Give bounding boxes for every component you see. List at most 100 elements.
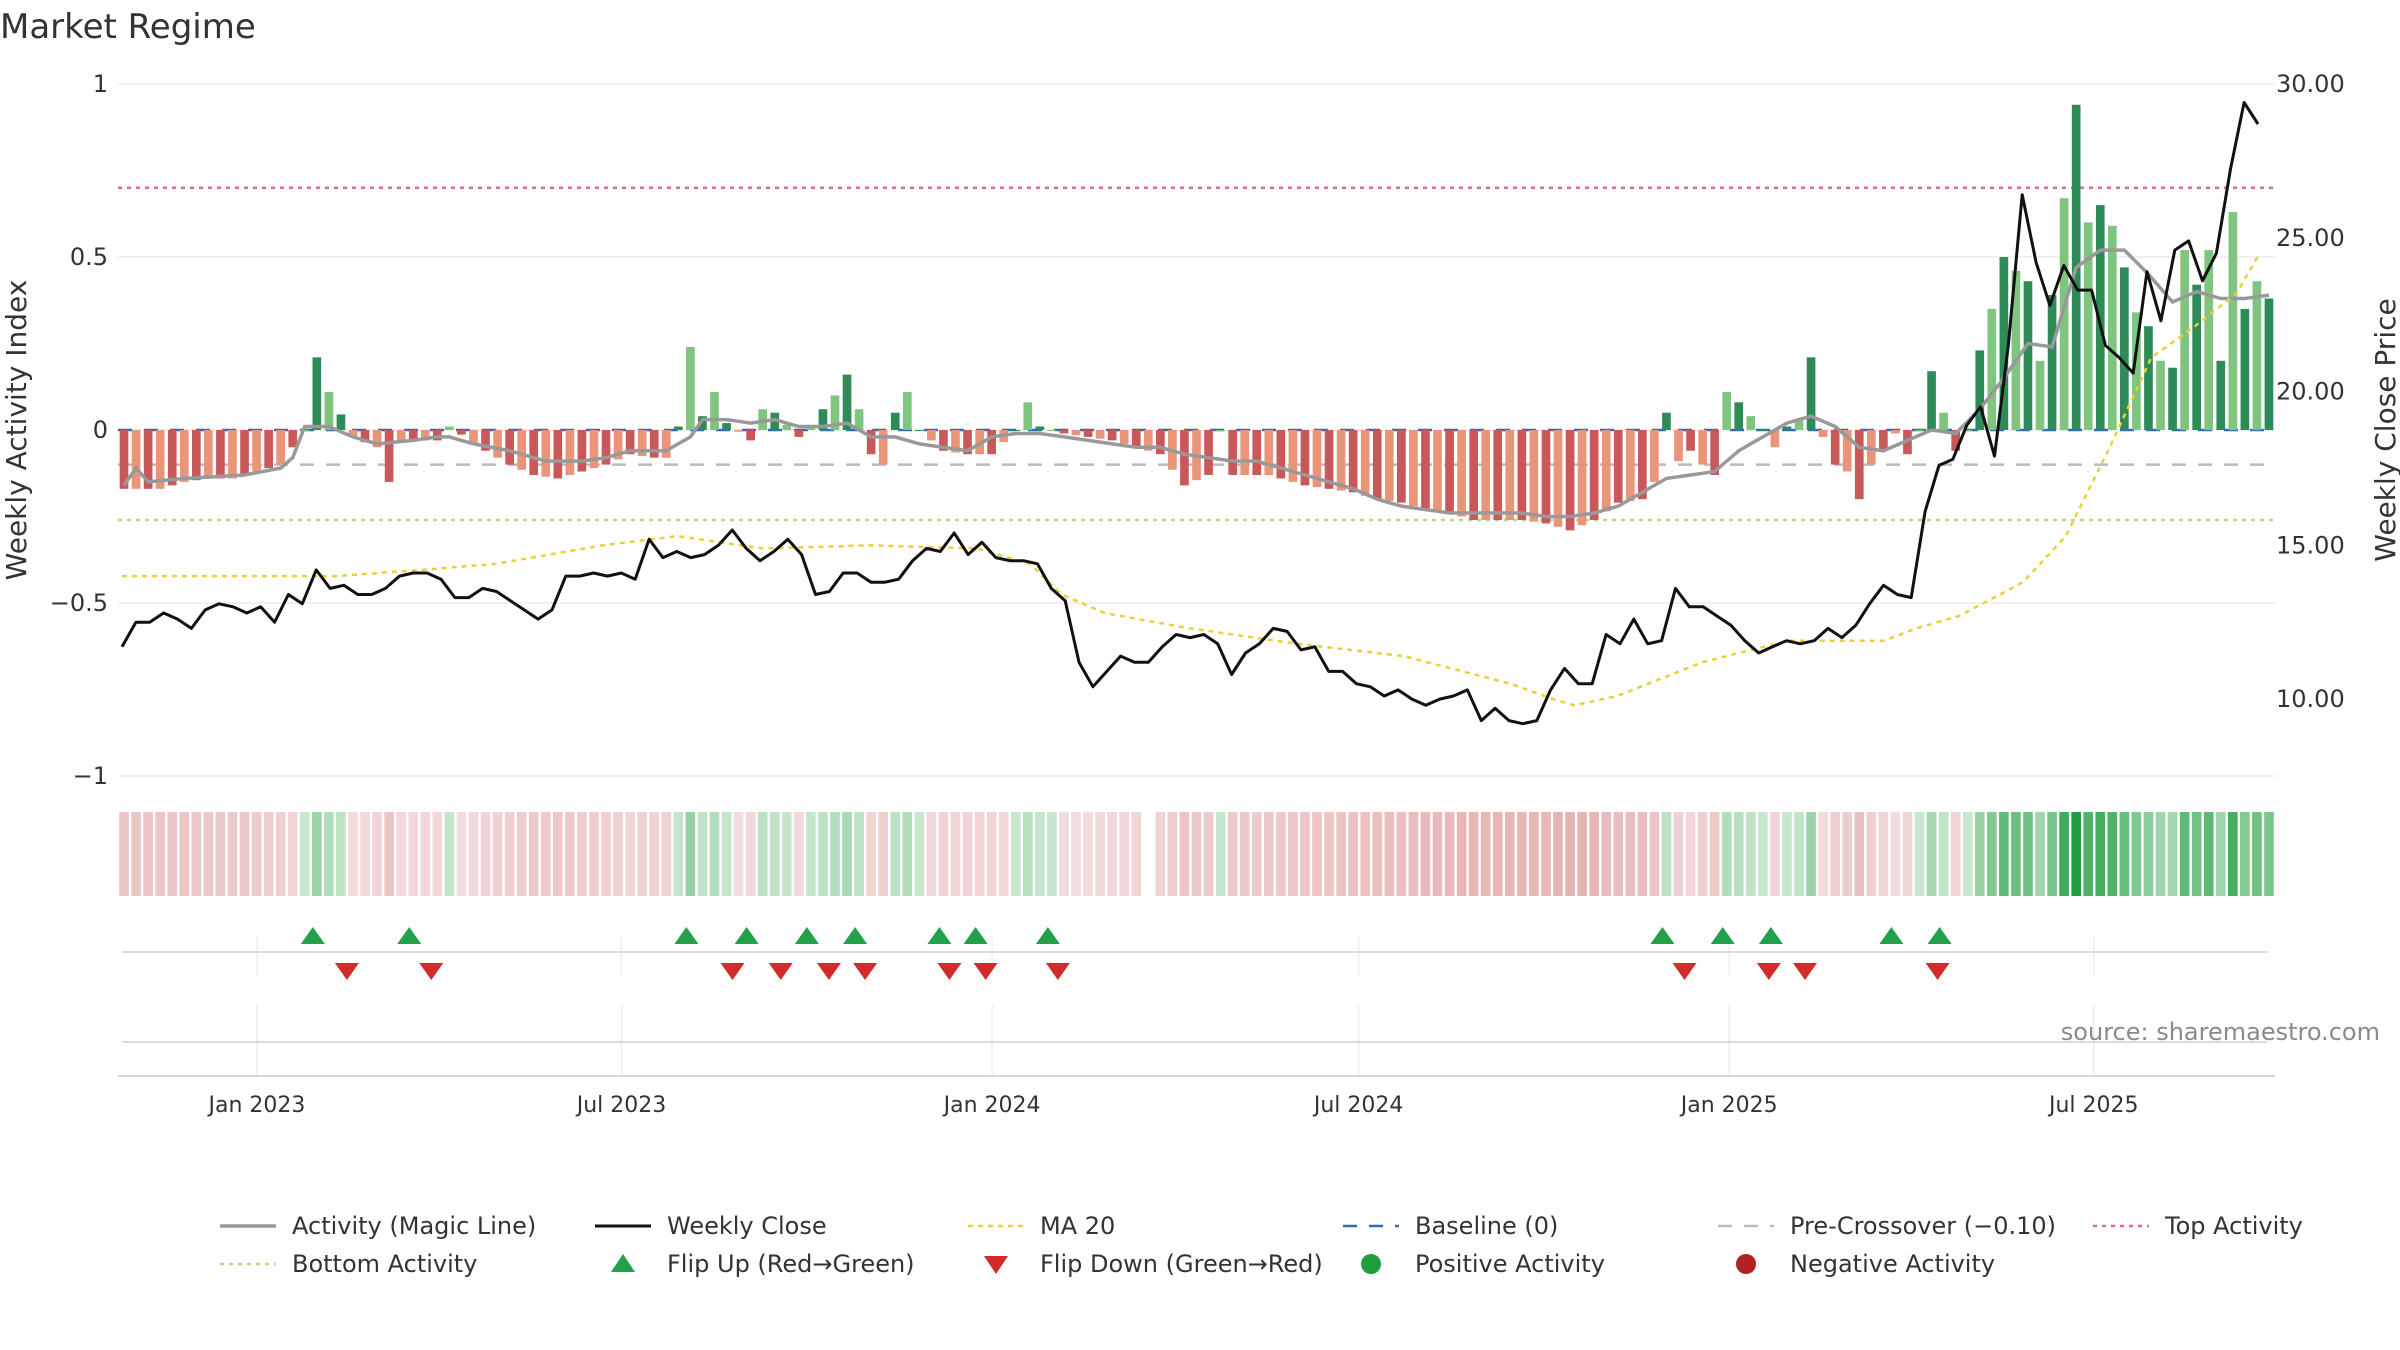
regime-cell bbox=[2071, 812, 2081, 896]
regime-cell bbox=[878, 812, 889, 896]
regime-cell bbox=[1010, 812, 1021, 896]
regime-cell bbox=[2083, 812, 2094, 896]
regime-cell bbox=[1312, 812, 1322, 896]
flip-down-marker bbox=[816, 963, 841, 980]
activity-bar bbox=[1348, 430, 1358, 493]
regime-cell bbox=[468, 812, 479, 896]
regime-cell bbox=[1758, 812, 1768, 896]
activity-bar bbox=[589, 430, 599, 469]
activity-bar bbox=[1770, 430, 1780, 448]
flip-up-marker bbox=[794, 927, 819, 944]
regime-cell bbox=[1324, 812, 1334, 896]
regime-cell bbox=[890, 812, 901, 896]
activity-bar bbox=[1360, 430, 1370, 496]
activity-bar bbox=[408, 430, 418, 441]
regime-cell bbox=[287, 812, 298, 896]
regime-cell bbox=[902, 812, 913, 896]
flip-up-marker bbox=[674, 927, 699, 944]
legend-item-flipdown: Flip Down (Green→Red) bbox=[984, 1250, 1323, 1278]
regime-cell bbox=[1565, 812, 1575, 896]
activity-bar bbox=[1336, 430, 1346, 491]
regime-cell bbox=[649, 812, 660, 896]
legend-swatch bbox=[611, 1254, 635, 1272]
regime-cell bbox=[613, 812, 623, 896]
activity-bar bbox=[890, 412, 900, 430]
regime-cell bbox=[733, 812, 744, 896]
x-tick-label: Jan 2023 bbox=[207, 1093, 306, 1118]
regime-cell bbox=[1167, 812, 1178, 896]
activity-bar bbox=[155, 430, 165, 489]
activity-bar bbox=[649, 430, 659, 458]
y-axis-left-title: Weekly Activity Index bbox=[0, 280, 33, 581]
activity-bar bbox=[1830, 430, 1840, 465]
regime-cell bbox=[769, 812, 780, 896]
flip-up-marker bbox=[963, 927, 988, 944]
flip-down-marker bbox=[1756, 963, 1781, 980]
y-left-tick-label: −1 bbox=[73, 762, 108, 790]
regime-cell bbox=[191, 812, 202, 896]
activity-bar bbox=[1842, 430, 1852, 472]
regime-cell bbox=[444, 812, 455, 896]
regime-cell bbox=[1276, 812, 1286, 896]
activity-bar bbox=[577, 430, 587, 472]
legend-swatch bbox=[984, 1256, 1008, 1274]
activity-bar bbox=[794, 430, 804, 437]
activity-bar bbox=[1505, 430, 1515, 520]
regime-cell bbox=[1914, 812, 1925, 896]
regime-cell bbox=[1613, 812, 1624, 896]
activity-bar bbox=[336, 414, 346, 430]
flip-up-marker bbox=[927, 927, 952, 944]
regime-cell bbox=[1553, 812, 1563, 896]
activity-bar bbox=[1457, 430, 1466, 517]
regime-cell bbox=[2131, 812, 2142, 896]
activity-bar bbox=[1577, 430, 1587, 526]
legend-item-baseline: Baseline (0) bbox=[1343, 1212, 1558, 1240]
regime-cell bbox=[1649, 812, 1660, 896]
regime-cell bbox=[540, 812, 551, 896]
activity-bar bbox=[1397, 430, 1406, 503]
activity-bar bbox=[1758, 430, 1768, 431]
flip-down-marker bbox=[419, 963, 444, 980]
activity-bar bbox=[806, 426, 816, 430]
legend-label: Bottom Activity bbox=[292, 1250, 477, 1278]
regime-cell bbox=[1456, 812, 1467, 896]
activity-bar bbox=[445, 426, 454, 430]
flip-up-marker bbox=[734, 927, 759, 944]
regime-cell bbox=[1541, 812, 1551, 896]
regime-cell bbox=[974, 812, 985, 896]
regime-cell bbox=[1348, 812, 1358, 896]
regime-cell bbox=[167, 812, 178, 896]
legend-item-neg: Negative Activity bbox=[1736, 1250, 1995, 1278]
activity-bar bbox=[1541, 430, 1551, 524]
activity-bar bbox=[637, 430, 647, 456]
regime-cell bbox=[2107, 812, 2118, 896]
regime-cell bbox=[625, 812, 635, 896]
activity-bar bbox=[264, 430, 273, 469]
activity-bar bbox=[2216, 360, 2226, 430]
legend-label: Flip Down (Green→Red) bbox=[1040, 1250, 1323, 1278]
activity-bar bbox=[1035, 426, 1045, 430]
activity-bar bbox=[481, 430, 490, 451]
activity-bar bbox=[1818, 430, 1828, 437]
flip-up-marker bbox=[300, 927, 325, 944]
flip-up-marker bbox=[1710, 927, 1735, 944]
y-axis-right-title: Weekly Close Price bbox=[2369, 298, 2400, 561]
regime-cell bbox=[2240, 812, 2250, 896]
flip-up-marker bbox=[1758, 927, 1783, 944]
activity-bar bbox=[240, 430, 249, 475]
regime-cell bbox=[1131, 812, 1142, 896]
regime-cell bbox=[2047, 812, 2057, 896]
regime-cell bbox=[1950, 812, 1961, 896]
activity-bar bbox=[348, 430, 358, 437]
activity-bar bbox=[529, 430, 539, 475]
regime-cell bbox=[1083, 812, 1093, 896]
regime-cell bbox=[1372, 812, 1383, 896]
regime-cell bbox=[312, 812, 322, 896]
activity-bar bbox=[179, 430, 189, 482]
activity-bar bbox=[1011, 430, 1021, 431]
regime-cell bbox=[2179, 812, 2190, 896]
activity-bar bbox=[1059, 430, 1069, 434]
regime-cell bbox=[2035, 812, 2045, 896]
x-tick-label: Jan 2024 bbox=[942, 1093, 1041, 1118]
